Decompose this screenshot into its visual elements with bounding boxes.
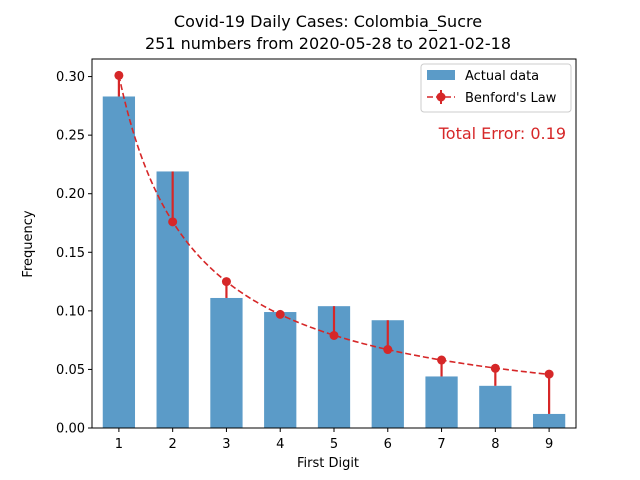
benford-point-digit-9	[544, 369, 554, 379]
x-tick-label: 4	[276, 437, 284, 452]
x-axis-ticks: 1 2 3 4 5 6 7 8 9	[115, 428, 553, 452]
bar-series	[102, 96, 566, 428]
x-tick-label: 7	[437, 437, 445, 452]
bar-digit-8	[479, 385, 512, 428]
benford-markers	[114, 70, 554, 379]
benford-line	[118, 75, 550, 376]
y-tick-label: 0.30	[56, 70, 85, 85]
x-axis-label: First Digit	[297, 456, 359, 471]
y-tick-label: 0.25	[56, 129, 85, 144]
y-tick-label: 0.20	[56, 187, 85, 202]
y-axis-label: Frequency	[21, 210, 36, 277]
x-tick-label: 6	[384, 437, 392, 452]
legend-actual-label: Actual data	[465, 69, 539, 84]
legend-benford-label: Benford's Law	[465, 91, 557, 106]
x-tick-label: 5	[330, 437, 338, 452]
legend-actual-swatch	[427, 70, 455, 80]
bar-digit-1	[102, 96, 136, 428]
bar-digit-4	[264, 312, 297, 428]
bar-digit-7	[425, 376, 458, 428]
y-tick-label: 0.10	[56, 304, 85, 319]
x-tick-label: 1	[115, 437, 123, 452]
legend-box	[420, 63, 572, 113]
benford-point-digit-1	[114, 70, 124, 80]
x-tick-label: 3	[222, 437, 230, 452]
benford-point-digit-2	[168, 217, 178, 227]
benford-point-digit-8	[490, 363, 500, 373]
y-tick-label: 0.05	[56, 363, 85, 378]
y-tick-label: 0.15	[56, 246, 85, 261]
bar-digit-3	[210, 297, 243, 428]
legend-benford-marker	[436, 92, 446, 102]
chart-subtitle: 251 numbers from 2020-05-28 to 2021-02-1…	[145, 34, 511, 53]
total-error-annotation: Total Error: 0.19	[438, 124, 566, 143]
y-axis-ticks: 0.00 0.05 0.10 0.15 0.20 0.25 0.30	[56, 70, 92, 437]
benford-point-digit-5	[329, 330, 339, 340]
bar-digit-9	[532, 413, 566, 428]
x-tick-label: 8	[491, 437, 499, 452]
x-tick-label: 2	[169, 437, 177, 452]
benford-point-digit-6	[383, 345, 393, 355]
x-tick-label: 9	[545, 437, 553, 452]
chart-title: Covid-19 Daily Cases: Colombia_Sucre	[174, 12, 482, 32]
legend: Actual data Benford's Law	[420, 63, 572, 113]
benford-point-digit-4	[275, 309, 285, 319]
benford-point-digit-7	[437, 355, 447, 365]
benford-point-digit-3	[221, 277, 231, 287]
y-tick-label: 0.00	[56, 422, 85, 437]
